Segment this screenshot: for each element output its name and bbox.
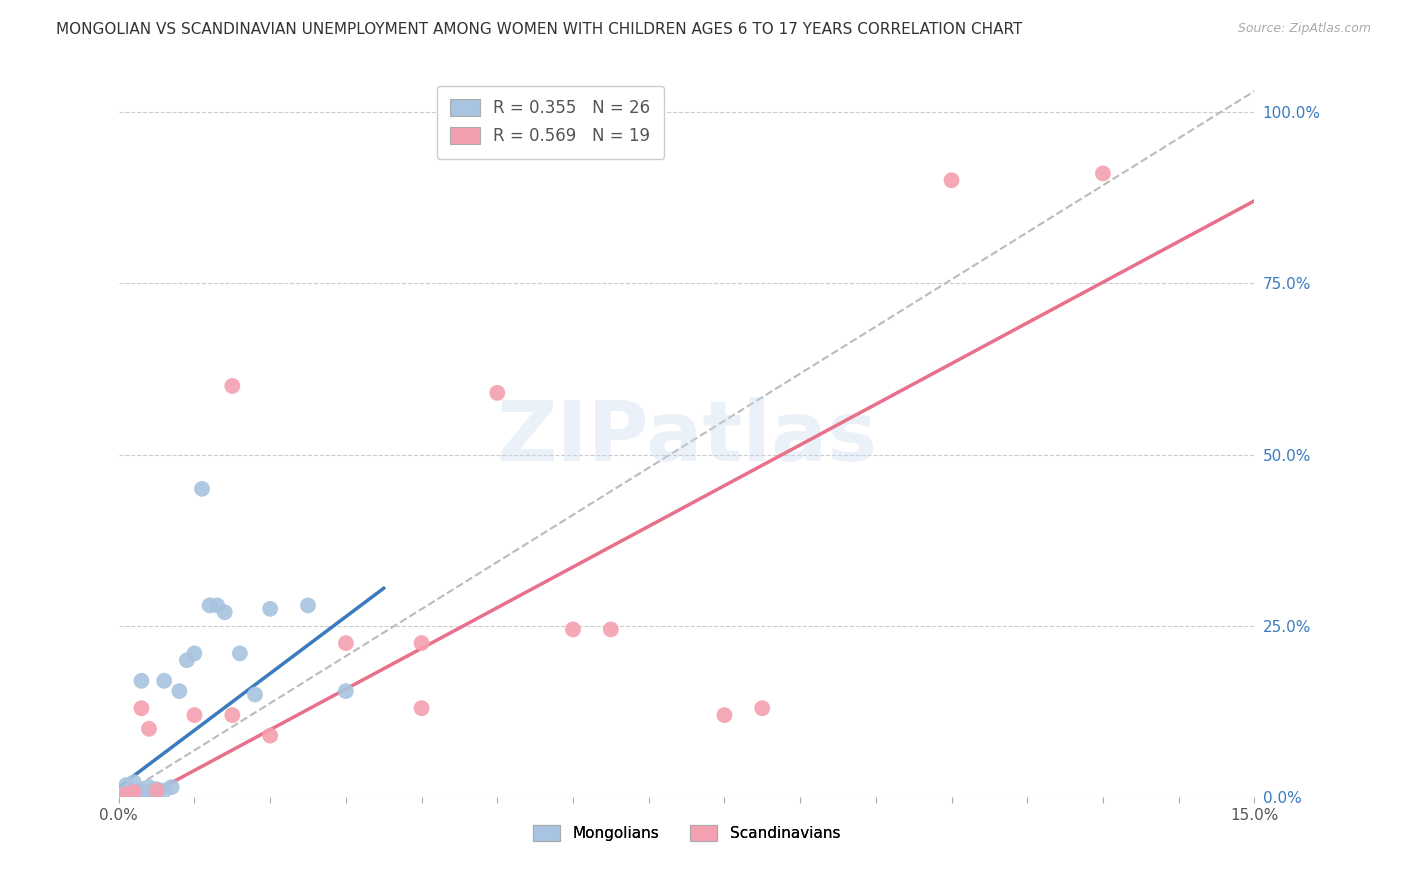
Point [243, 688, 266, 702]
Point [183, 708, 205, 723]
Point [115, 787, 138, 801]
Point [131, 787, 153, 801]
Point [153, 783, 176, 797]
Point [751, 701, 773, 715]
Point [122, 785, 145, 799]
Point [131, 673, 153, 688]
Text: ZIPatlas: ZIPatlas [496, 397, 877, 478]
Point [131, 783, 153, 797]
Point [138, 780, 160, 794]
Legend: Mongolians, Scandinavians: Mongolians, Scandinavians [527, 819, 846, 847]
Point [599, 623, 621, 637]
Point [259, 729, 281, 743]
Point [176, 653, 198, 667]
Text: MONGOLIAN VS SCANDINAVIAN UNEMPLOYMENT AMONG WOMEN WITH CHILDREN AGES 6 TO 17 YE: MONGOLIAN VS SCANDINAVIAN UNEMPLOYMENT A… [56, 22, 1022, 37]
Point [229, 646, 252, 660]
Point [131, 701, 153, 715]
Point [122, 787, 145, 801]
Point [335, 684, 357, 698]
Point [191, 482, 214, 496]
Point [411, 636, 433, 650]
Point [205, 599, 228, 613]
Point [486, 385, 509, 400]
Point [138, 722, 160, 736]
Point [138, 785, 160, 799]
Point [169, 684, 191, 698]
Point [214, 605, 236, 619]
Point [941, 173, 963, 187]
Point [221, 708, 243, 723]
Point [259, 602, 281, 616]
Point [145, 783, 167, 797]
Point [198, 599, 221, 613]
Point [115, 787, 138, 801]
Point [145, 785, 167, 799]
Point [183, 646, 205, 660]
Point [153, 673, 176, 688]
Point [713, 708, 735, 723]
Point [122, 775, 145, 789]
Point [221, 379, 243, 393]
Point [411, 701, 433, 715]
Point [562, 623, 585, 637]
Point [160, 780, 183, 794]
Point [1091, 166, 1114, 180]
Point [297, 599, 319, 613]
Point [115, 778, 138, 792]
Text: Source: ZipAtlas.com: Source: ZipAtlas.com [1237, 22, 1371, 36]
Point [335, 636, 357, 650]
Point [145, 782, 167, 797]
